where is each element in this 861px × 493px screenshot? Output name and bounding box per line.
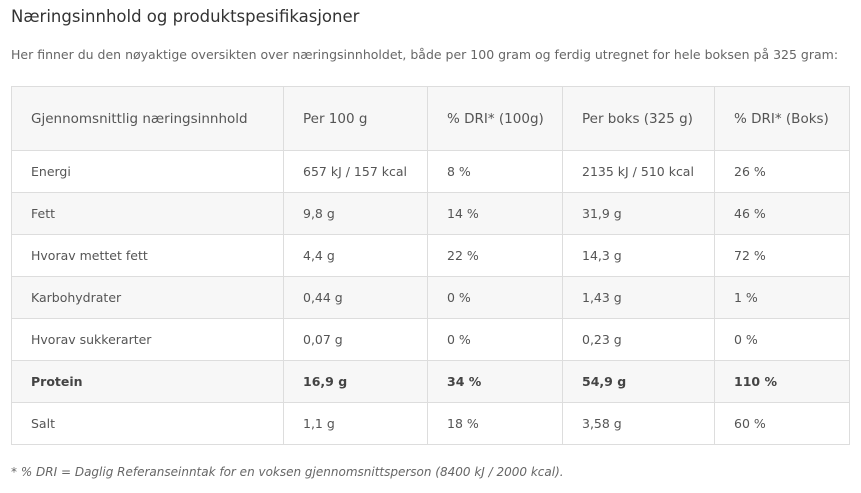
- table-cell: 72 %: [714, 234, 850, 277]
- intro: Her finner du den nøyaktige oversikten o…: [11, 47, 839, 62]
- table-cell: 18 %: [427, 402, 563, 445]
- table-cell: 1,43 g: [562, 276, 715, 319]
- table-cell: Hvorav sukkerarter: [11, 318, 284, 361]
- table-cell: 0,07 g: [283, 318, 428, 361]
- table-cell: 0 %: [714, 318, 850, 361]
- table-cell: 0,44 g: [283, 276, 428, 319]
- column-header: Per 100 g: [283, 86, 428, 151]
- table-cell: 0 %: [427, 276, 563, 319]
- table-row: Hvorav mettet fett 4,4 g 22 % 14,3 g 72 %: [11, 234, 850, 277]
- column-header: % DRI* (Boks): [714, 86, 850, 151]
- table-cell: Karbohydrater: [11, 276, 284, 319]
- table-cell: 2135 kJ / 510 kcal: [562, 150, 715, 193]
- table-cell: 46 %: [714, 192, 850, 235]
- table-cell: 110 %: [714, 360, 850, 403]
- table-cell: Fett: [11, 192, 284, 235]
- table-cell: 0 %: [427, 318, 563, 361]
- table-row: Protein 16,9 g 34 % 54,9 g 110 %: [11, 360, 850, 403]
- table-row: Energi 657 kJ / 157 kcal 8 % 2135 kJ / 510 …: [11, 150, 850, 193]
- table-cell: 0,23 g: [562, 318, 715, 361]
- table-cell: 14 %: [427, 192, 563, 235]
- footnote: * % DRI = Daglig Referanseinntak for en …: [11, 465, 564, 479]
- table-cell: 60 %: [714, 402, 850, 445]
- table-cell: 4,4 g: [283, 234, 428, 277]
- column-header: Gjennomsnittlig næringsinnhold: [11, 86, 284, 151]
- table-cell: 1,1 g: [283, 402, 428, 445]
- table-cell: 31,9 g: [562, 192, 715, 235]
- table-row: Salt 1,1 g 18 % 3,58 g 60 %: [11, 402, 850, 445]
- table-cell: Energi: [11, 150, 284, 193]
- table-cell: 54,9 g: [562, 360, 715, 403]
- table-cell: 26 %: [714, 150, 850, 193]
- table-cell: 1 %: [714, 276, 850, 319]
- table-cell: Salt: [11, 402, 284, 445]
- table-cell: 9,8 g: [283, 192, 428, 235]
- table-cell: 22 %: [427, 234, 563, 277]
- table-cell: 8 %: [427, 150, 563, 193]
- table-cell: 16,9 g: [283, 360, 428, 403]
- table-cell: Hvorav mettet fett: [11, 234, 284, 277]
- table-cell: Protein: [11, 360, 284, 403]
- table-cell: 3,58 g: [562, 402, 715, 445]
- header-row: Gjennomsnittlig næringsinnhold Per 100 g%…: [11, 86, 850, 151]
- table-cell: 14,3 g: [562, 234, 715, 277]
- title: Næringsinnhold og produktspesifikasjoner: [11, 7, 360, 26]
- table-row: Fett 9,8 g 14 % 31,9 g 46 %: [11, 192, 850, 235]
- nutrition-table: Gjennomsnittlig næringsinnhold Per 100 g%…: [11, 86, 850, 445]
- column-header: Per boks (325 g): [562, 86, 715, 151]
- table-body: Energi 657 kJ / 157 kcal 8 % 2135 kJ / 510 …: [11, 150, 850, 445]
- table-cell: 34 %: [427, 360, 563, 403]
- table-cell: 657 kJ / 157 kcal: [283, 150, 428, 193]
- column-header: % DRI* (100g): [427, 86, 563, 151]
